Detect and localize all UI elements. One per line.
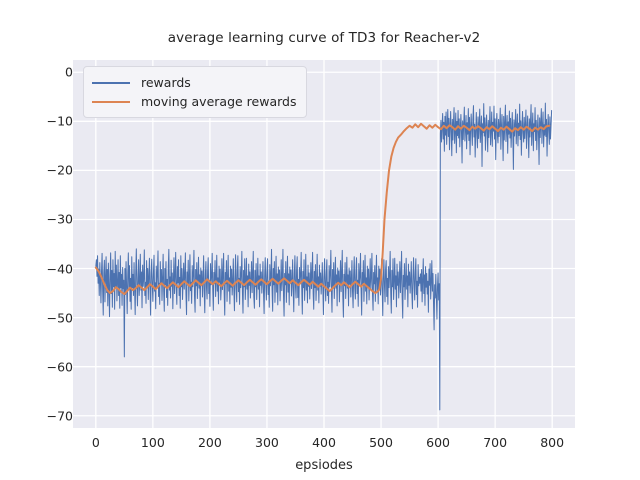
- legend-color-swatch: [92, 81, 130, 84]
- x-tick-label: 0: [91, 435, 100, 450]
- chart-title: average learning curve of TD3 for Reache…: [167, 30, 481, 46]
- legend-label: moving average rewards: [141, 94, 297, 109]
- series-line: [94, 122, 551, 296]
- y-tick-label: −40: [46, 261, 73, 277]
- plot-canvas: [73, 60, 575, 428]
- y-tick-label: −50: [46, 310, 73, 326]
- y-tick-label: −10: [46, 113, 73, 129]
- x-tick-label: 600: [426, 435, 450, 450]
- x-axis-label: epsiodes: [295, 458, 353, 473]
- x-tick-label: 100: [140, 435, 165, 450]
- plot-area: rewards moving average rewards: [73, 60, 575, 428]
- x-tick-label: 300: [255, 435, 279, 450]
- legend-item: rewards: [92, 73, 296, 92]
- y-tick-label: −60: [46, 359, 73, 375]
- x-tick-label: 200: [197, 435, 222, 450]
- y-tick-label: −70: [46, 408, 73, 424]
- x-tick-label: 400: [312, 435, 336, 450]
- data-series-group: [94, 102, 553, 411]
- legend-color-swatch: [92, 100, 130, 103]
- y-tick-label: −30: [46, 211, 73, 227]
- x-tick-label: 500: [369, 435, 393, 450]
- chart-legend: rewards moving average rewards: [83, 66, 308, 118]
- legend-item: moving average rewards: [92, 92, 296, 111]
- legend-label: rewards: [141, 75, 191, 90]
- x-tick-label: 700: [483, 435, 508, 450]
- y-tick-label: −20: [46, 162, 73, 178]
- y-tick-label: 0: [65, 64, 73, 80]
- x-tick-label: 800: [540, 435, 565, 450]
